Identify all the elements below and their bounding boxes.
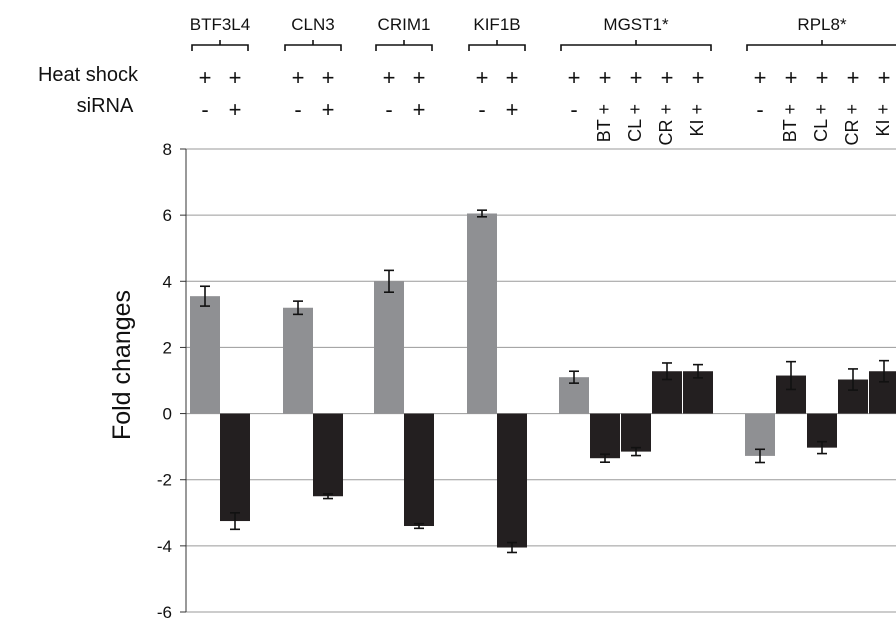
sirna-sign: - (201, 97, 208, 122)
bars (190, 209, 896, 554)
heat-shock-row-label: Heat shock (38, 64, 139, 86)
gene-bracket (375, 44, 433, 51)
heat-shock-sign: + (292, 65, 305, 90)
gene-label: KIF1B (473, 15, 520, 34)
heat-shock-sign: + (816, 65, 829, 90)
sirna-label: KI + (873, 104, 893, 137)
gene-label: RPL8* (797, 15, 847, 34)
y-tick-label: -2 (157, 471, 172, 490)
gene-label: MGST1* (603, 15, 669, 34)
bar (621, 413, 651, 452)
heat-shock-sign: + (506, 65, 519, 90)
sirna-sign: - (478, 97, 485, 122)
heat-shock-sign: + (322, 65, 335, 90)
sirna-sign: - (294, 97, 301, 122)
treatment-header: BTF3L4+-++CLN3+-++CRIM1+-++KIF1B+-++MGST… (190, 15, 896, 146)
sirna-label: CL + (811, 104, 831, 142)
y-tick-label: 2 (163, 338, 172, 357)
sirna-sign: + (322, 97, 335, 122)
y-axis: -6 -4 -2 0 2 4 6 8 (157, 140, 187, 622)
bar (869, 371, 896, 414)
heat-shock-sign: + (692, 65, 705, 90)
sirna-label: BT + (780, 104, 800, 142)
heat-shock-sign: + (785, 65, 798, 90)
bar (283, 307, 313, 414)
sirna-sign: + (413, 97, 426, 122)
heat-shock-sign: + (568, 65, 581, 90)
gene-bracket (746, 44, 896, 51)
bar (374, 281, 404, 414)
heat-shock-sign: + (754, 65, 767, 90)
heat-shock-sign: + (630, 65, 643, 90)
gene-bracket (191, 44, 249, 51)
gene-label: CRIM1 (378, 15, 431, 34)
sirna-label: BT + (594, 104, 614, 142)
sirna-sign: + (229, 97, 242, 122)
gene-bracket (284, 44, 342, 51)
gene-bracket (468, 44, 526, 51)
sirna-label: CL + (625, 104, 645, 142)
sirna-label: CR + (656, 104, 676, 146)
bar (404, 413, 434, 527)
y-tick-label: 4 (163, 272, 172, 291)
gene-label: BTF3L4 (190, 15, 250, 34)
sirna-sign: - (385, 97, 392, 122)
sirna-sign: + (506, 97, 519, 122)
y-axis-label: Fold changes (108, 290, 136, 440)
sirna-sign: - (756, 97, 763, 122)
heat-shock-sign: + (661, 65, 674, 90)
y-tick-label: 8 (163, 140, 172, 159)
heat-shock-sign: + (476, 65, 489, 90)
sirna-label: KI + (687, 104, 707, 137)
sirna-sign: - (570, 97, 577, 122)
bar (220, 413, 250, 522)
sirna-row-label: siRNA (77, 95, 134, 117)
heat-shock-sign: + (199, 65, 212, 90)
heat-shock-sign: + (229, 65, 242, 90)
heat-shock-sign: + (847, 65, 860, 90)
bar (497, 413, 527, 548)
bar (313, 413, 343, 497)
y-tick-label: 0 (163, 405, 172, 424)
y-tick-label: -4 (157, 537, 172, 556)
heat-shock-sign: + (413, 65, 426, 90)
heat-shock-sign: + (599, 65, 612, 90)
y-tick-label: -6 (157, 603, 172, 622)
heat-shock-sign: + (878, 65, 891, 90)
heat-shock-sign: + (383, 65, 396, 90)
sirna-label: CR + (842, 104, 862, 146)
bar (590, 413, 620, 459)
bar (190, 296, 220, 414)
y-tick-label: 6 (163, 206, 172, 225)
gene-label: CLN3 (291, 15, 334, 34)
bar (467, 213, 497, 414)
gene-bracket (560, 44, 712, 51)
